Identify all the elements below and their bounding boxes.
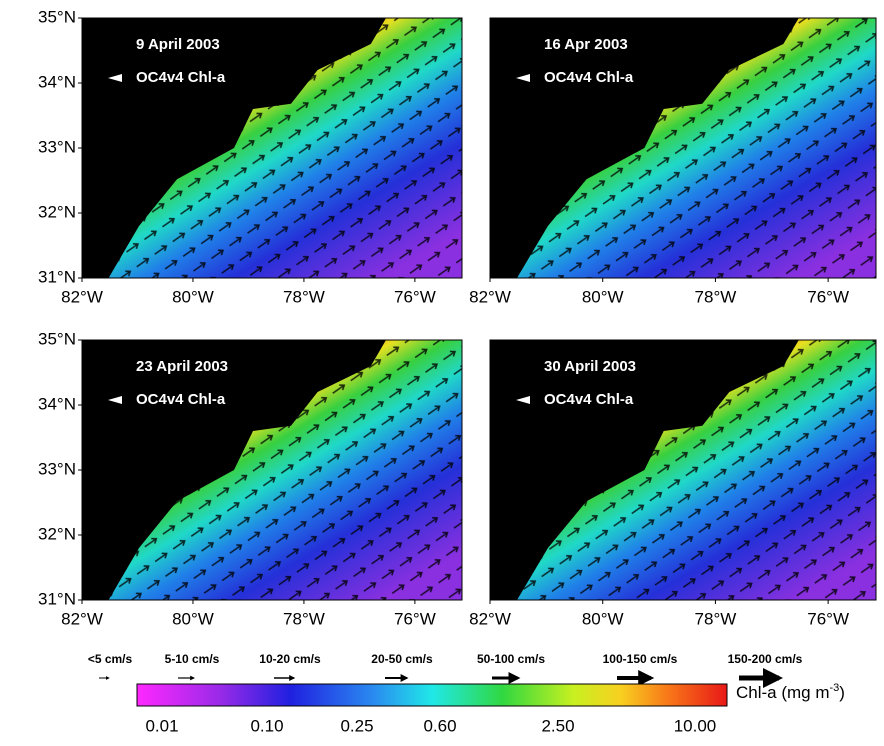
land xyxy=(490,18,799,278)
current-legend-label: 10-20 cm/s xyxy=(259,652,321,666)
panel-title: 30 April 2003 xyxy=(544,358,636,375)
panel-product: OC4v4 Chl-a xyxy=(136,69,226,86)
panel-title: 16 Apr 2003 xyxy=(544,36,628,53)
colorbar-label: Chl-a (mg m-3) xyxy=(736,682,845,703)
legend-arrow xyxy=(516,396,530,404)
land xyxy=(82,18,386,278)
lat-label: 33°N xyxy=(38,459,76,478)
legend-arrow xyxy=(516,74,530,82)
legend-arrow xyxy=(108,396,122,404)
lon-label: 82°W xyxy=(61,609,103,628)
panel-frame xyxy=(489,17,877,279)
lon-label: 78°W xyxy=(695,609,737,628)
panel-product: OC4v4 Chl-a xyxy=(544,391,634,408)
lat-label: 32°N xyxy=(38,524,76,543)
lon-label: 82°W xyxy=(61,287,103,306)
lat-label: 34°N xyxy=(38,394,76,413)
lon-label: 80°W xyxy=(172,609,214,628)
lon-label: 76°W xyxy=(807,609,849,628)
lon-label: 82°W xyxy=(469,287,511,306)
panel-frame xyxy=(489,339,877,601)
current-legend-label: 5-10 cm/s xyxy=(165,652,220,666)
current-legend-label: 50-100 cm/s xyxy=(477,652,545,666)
legend-arrow xyxy=(108,74,122,82)
lat-label: 35°N xyxy=(38,7,76,26)
current-legend-label: 20-50 cm/s xyxy=(371,652,433,666)
colorbar-tick-label: 2.50 xyxy=(541,716,574,735)
land xyxy=(490,340,799,600)
lon-label: 76°W xyxy=(394,287,436,306)
colorbar-tick-label: 0.10 xyxy=(250,716,283,735)
land xyxy=(82,340,386,600)
lon-label: 78°W xyxy=(695,287,737,306)
panel-title: 9 April 2003 xyxy=(136,36,220,53)
lat-label: 31°N xyxy=(38,589,76,608)
current-legend-label: 150-200 cm/s xyxy=(728,652,803,666)
colorbar-tick-label: 0.60 xyxy=(423,716,456,735)
lat-label: 35°N xyxy=(38,329,76,348)
colorbar-label-part: -3 xyxy=(830,682,840,694)
current-legend-label: 100-150 cm/s xyxy=(603,652,678,666)
lat-label: 32°N xyxy=(38,202,76,221)
lon-label: 80°W xyxy=(582,287,624,306)
colorbar-label-part: Chl-a (mg m xyxy=(736,683,830,702)
colorbar-tick-label: 10.00 xyxy=(674,716,717,735)
lon-label: 82°W xyxy=(469,609,511,628)
lat-label: 33°N xyxy=(38,137,76,156)
panel-title: 23 April 2003 xyxy=(136,358,228,375)
colorbar xyxy=(136,683,728,707)
panel-product: OC4v4 Chl-a xyxy=(136,391,226,408)
lon-label: 80°W xyxy=(582,609,624,628)
current-legend-label: <5 cm/s xyxy=(88,652,133,666)
lon-label: 80°W xyxy=(172,287,214,306)
colorbar-tick-label: 0.25 xyxy=(340,716,373,735)
lat-label: 34°N xyxy=(38,72,76,91)
lon-label: 76°W xyxy=(394,609,436,628)
lon-label: 78°W xyxy=(283,287,325,306)
colorbar-label-part: ) xyxy=(839,683,845,702)
lat-label: 31°N xyxy=(38,267,76,286)
colorbar-tick-label: 0.01 xyxy=(145,716,178,735)
panel-product: OC4v4 Chl-a xyxy=(544,69,634,86)
lon-label: 76°W xyxy=(807,287,849,306)
lon-label: 78°W xyxy=(283,609,325,628)
